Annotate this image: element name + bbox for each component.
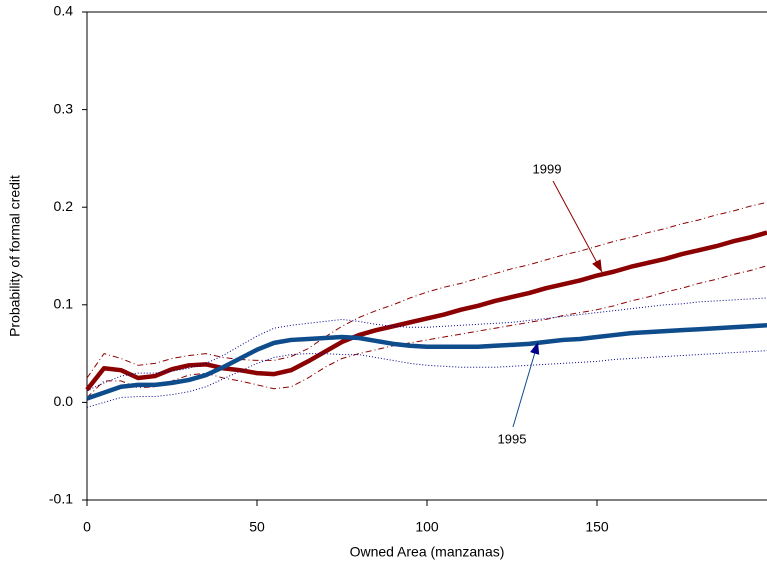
y-tick-label: -0.1 <box>49 491 73 507</box>
series-line <box>86 201 767 379</box>
series-line <box>86 323 767 401</box>
x-tick-label: 0 <box>83 519 91 535</box>
y-tick-label: 0.3 <box>54 100 74 116</box>
series-line <box>86 297 767 392</box>
y-tick-label: 0.0 <box>54 393 74 409</box>
x-axis-label: Owned Area (manzanas) <box>350 544 505 560</box>
x-tick-label: 150 <box>585 519 609 535</box>
annotation-arrow <box>512 341 540 428</box>
y-tick-label: 0.1 <box>54 296 74 312</box>
y-tick-label: 0.2 <box>54 198 74 214</box>
annotation-arrow <box>552 180 603 273</box>
series-line <box>85 230 767 392</box>
series-line <box>86 350 767 408</box>
y-tick-label: 0.4 <box>54 3 74 19</box>
annotation: 1999 <box>533 161 562 176</box>
x-tick-label: 50 <box>249 519 265 535</box>
annotation: 1995 <box>498 431 527 446</box>
x-tick-label: 100 <box>415 519 439 535</box>
y-axis-label: Probability of formal credit <box>7 175 23 337</box>
